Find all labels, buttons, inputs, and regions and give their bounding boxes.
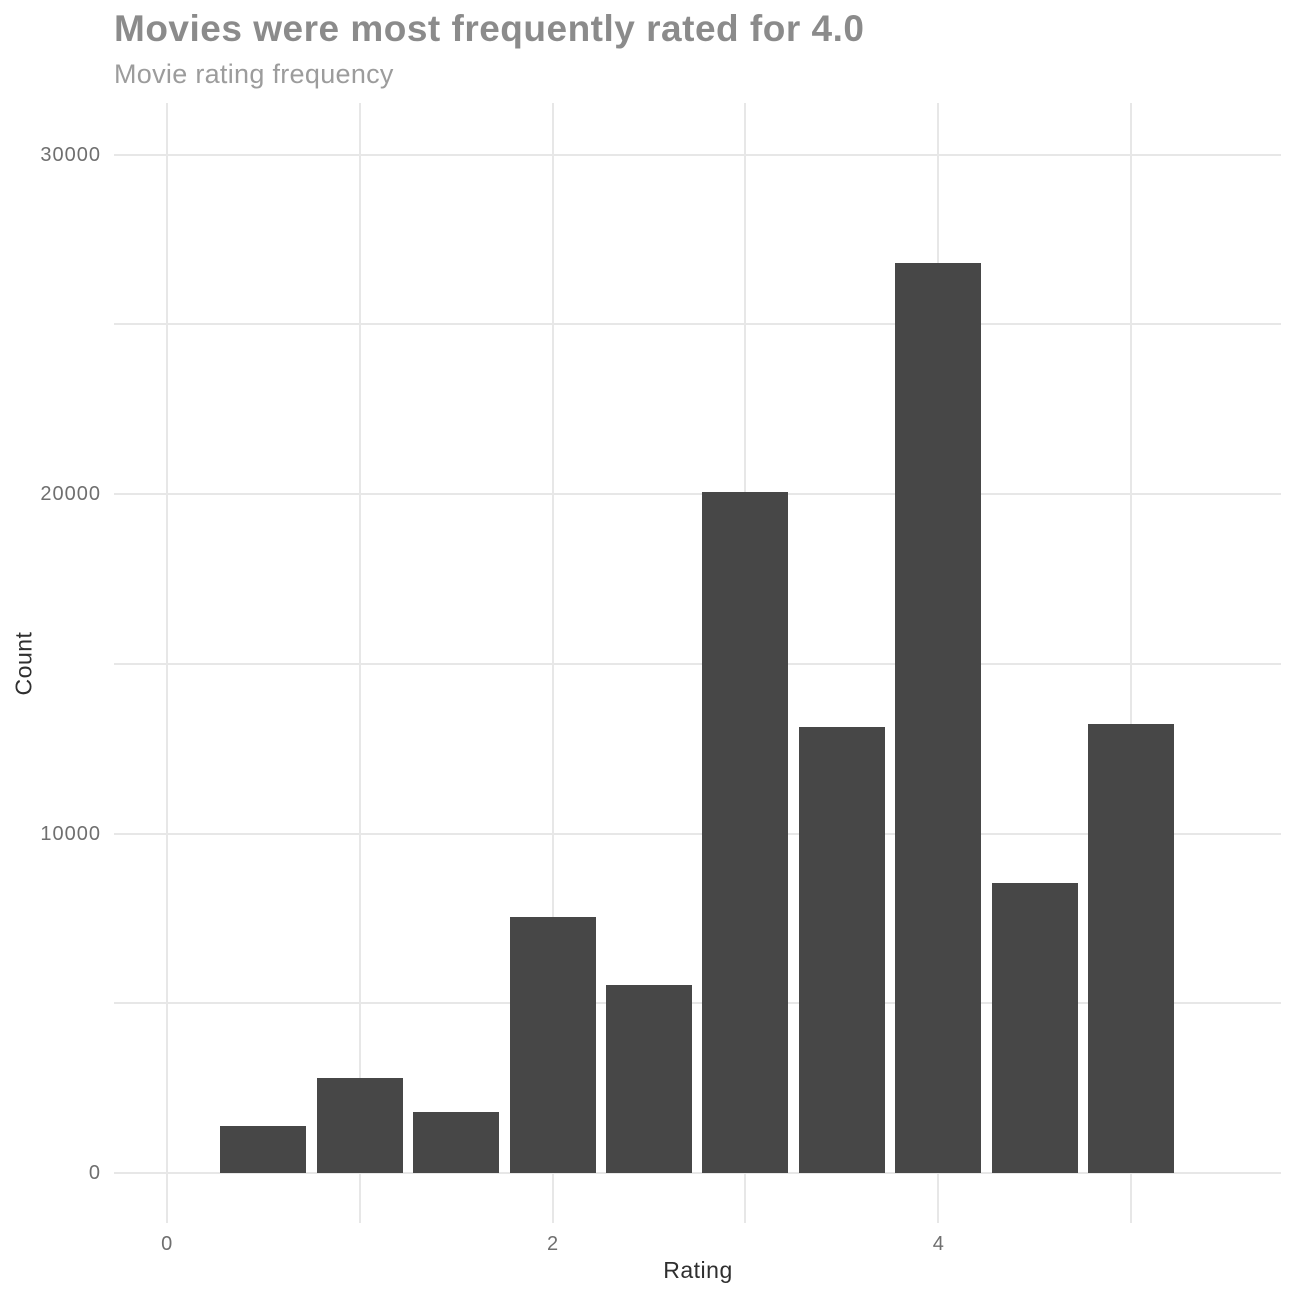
bar-rating-2	[509, 916, 596, 1173]
x-tick-label-2: 2	[546, 1233, 559, 1255]
y-gridline-10000	[114, 832, 1281, 835]
x-tick-label-0: 0	[161, 1233, 173, 1255]
y-gridline-15000	[114, 662, 1281, 665]
bar-rating-3.5	[798, 727, 885, 1173]
bar-rating-5	[1088, 724, 1175, 1173]
y-gridline-5000	[114, 1002, 1281, 1005]
bar-rating-4.5	[991, 882, 1078, 1173]
chart-subtitle: Movie rating frequency	[114, 59, 394, 89]
y-axis-title: Count	[10, 631, 37, 696]
y-gridline-20000	[114, 493, 1281, 495]
y-tick-label-10000: 10000	[40, 822, 101, 845]
y-tick-label-30000: 30000	[40, 143, 101, 166]
chart-title: Movies were most frequently rated for 4.…	[114, 8, 865, 49]
y-gridline-0	[114, 1172, 1281, 1174]
x-axis-title: Rating	[663, 1257, 733, 1283]
y-tick-label-0: 0	[88, 1162, 101, 1184]
y-gridline-25000	[114, 323, 1281, 326]
y-gridline-30000	[114, 153, 1281, 156]
y-tick-label-20000: 20000	[40, 483, 101, 505]
bar-rating-1.5	[413, 1112, 500, 1173]
plot-panel	[114, 103, 1281, 1223]
x-tick-label-4: 4	[932, 1233, 944, 1255]
bar-rating-4	[895, 262, 982, 1173]
bar-rating-1	[316, 1077, 403, 1173]
bar-rating-0.5	[220, 1126, 307, 1173]
bar-rating-2.5	[605, 984, 692, 1173]
bar-rating-3	[702, 492, 789, 1173]
